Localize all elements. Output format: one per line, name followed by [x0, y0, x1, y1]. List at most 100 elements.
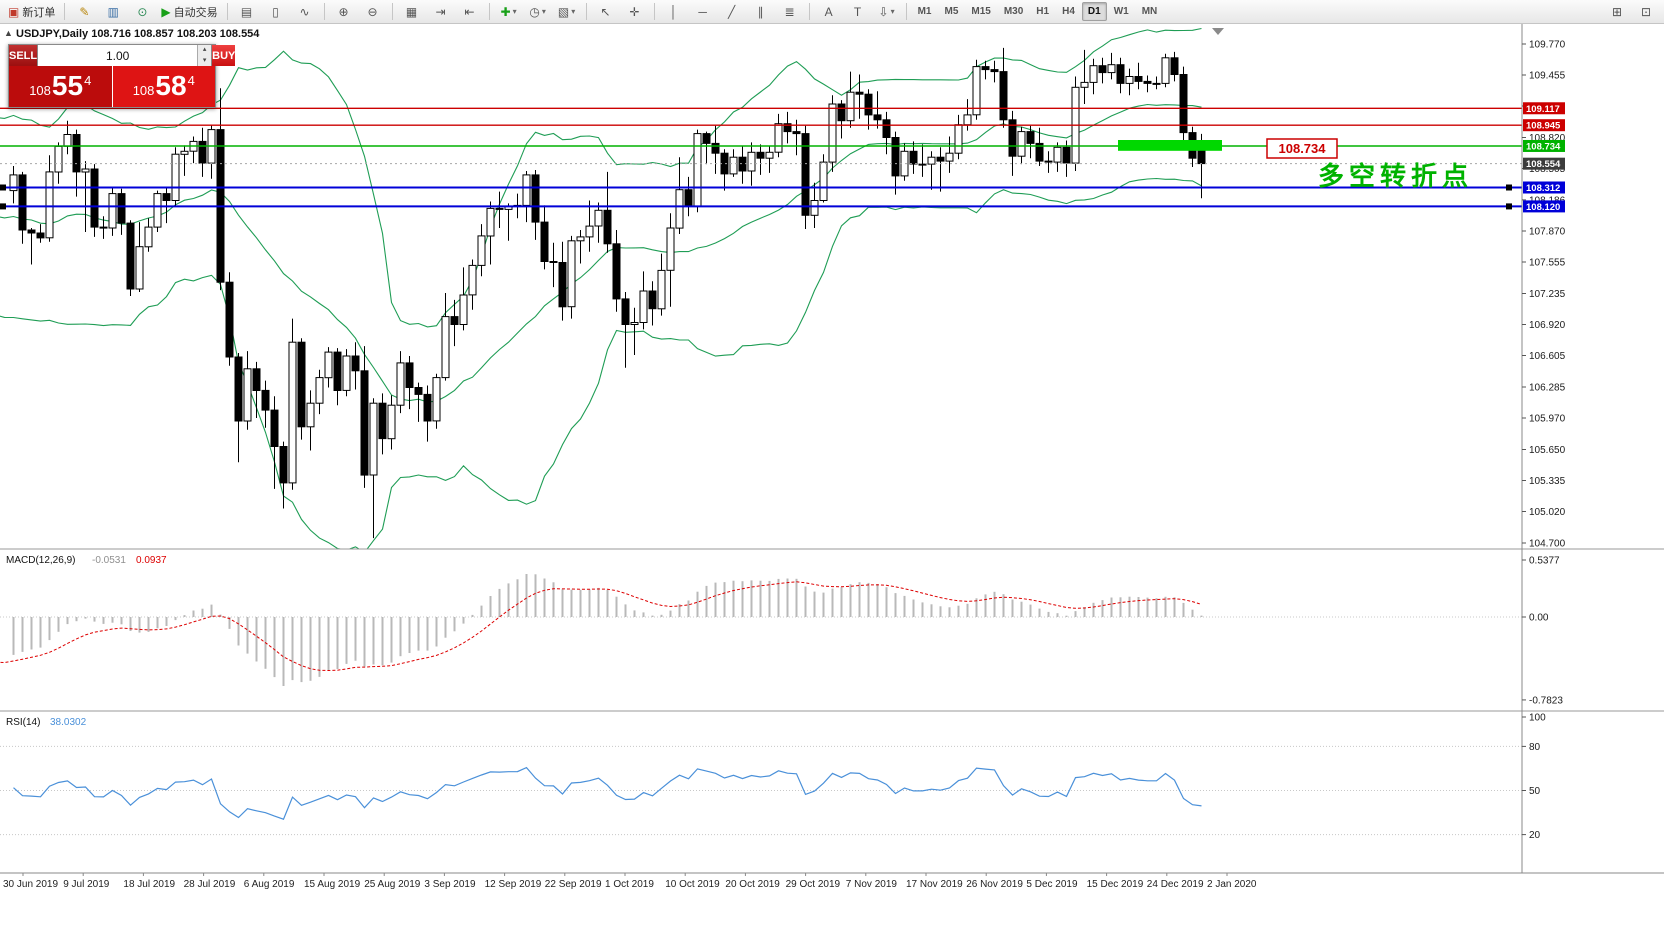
arrows-icon: ⇩ [878, 4, 889, 19]
periods-button[interactable]: ◷ ▾ [524, 1, 552, 23]
time-axis-label: 24 Dec 2019 [1147, 879, 1204, 890]
equidistant-channel-button[interactable]: ∥ [747, 1, 775, 23]
price-tick-label: 107.870 [1529, 226, 1566, 237]
chart-candles-icon: ▯ [272, 4, 279, 19]
timeframe-h4[interactable]: H4 [1062, 6, 1075, 17]
buy-button[interactable]: BUY [212, 45, 236, 66]
bid-price-point: 4 [84, 73, 92, 88]
sell-button[interactable]: SELL [9, 45, 38, 66]
data-window-button[interactable]: ▥ [99, 1, 127, 23]
ask-price-pips: 58 [155, 70, 187, 101]
templates-button[interactable]: ▧ ▾ [553, 1, 581, 23]
chart-bars-button[interactable]: ▤ [233, 1, 261, 23]
text-label-icon: T [853, 4, 862, 19]
tile-windows-icon: ▦ [405, 4, 418, 19]
macd-histogram [12, 574, 1203, 686]
price-tick-label: 105.970 [1529, 413, 1566, 424]
market-watch-button[interactable]: ⊙ [128, 1, 156, 23]
chart-shift-button[interactable]: ⇤ [456, 1, 484, 23]
chart-bars-icon: ▤ [240, 4, 253, 19]
rsi-panel: RSI(14) 38.0302 [0, 717, 1522, 836]
time-axis-label: 20 Oct 2019 [725, 879, 780, 890]
equidistant-channel-icon: ∥ [757, 4, 764, 19]
macd-axis-label: 0.5377 [1529, 556, 1560, 567]
fibonacci-button[interactable]: ≣ [776, 1, 804, 23]
highlight-rectangle[interactable] [1118, 140, 1222, 151]
price-tick-label: 109.455 [1529, 71, 1566, 82]
zoom-in-button[interactable]: ⊕ [330, 1, 358, 23]
timeframe-mn[interactable]: MN [1141, 6, 1158, 17]
volume-down-button[interactable]: ▾ [198, 55, 212, 66]
vertical-line-button[interactable]: │ [660, 1, 688, 23]
line-handle [0, 184, 6, 191]
time-axis-label: 10 Oct 2019 [665, 879, 720, 890]
volume-up-button[interactable]: ▴ [198, 45, 212, 56]
turning-point-annotation[interactable]: 多空转折点 [1318, 161, 1473, 191]
price-axis[interactable]: 109.770109.455109.140108.820108.505108.1… [1522, 40, 1566, 550]
chart-canvas[interactable]: ▲ USDJPY,Daily 108.716 108.857 108.203 10… [0, 24, 1664, 895]
cursor-button[interactable]: ↖ [592, 1, 620, 23]
time-axis-label: 30 Jun 2019 [3, 879, 58, 890]
time-axis-label: 12 Sep 2019 [485, 879, 542, 890]
chart-candles-button[interactable]: ▯ [262, 1, 290, 23]
zoom-out-button[interactable]: ⊖ [359, 1, 387, 23]
timeframe-w1[interactable]: W1 [1113, 6, 1129, 17]
chart-line-button[interactable]: ∿ [291, 1, 319, 23]
autotrading-button[interactable]: ▶ 自动交易 [157, 1, 221, 23]
rsi-axis-label: 50 [1529, 786, 1541, 797]
time-axis-label: 1 Oct 2019 [605, 879, 654, 890]
price-annotation-box[interactable] [1266, 138, 1338, 159]
ask-price-display[interactable]: 108 58 4 [112, 66, 215, 107]
timeframe-m15[interactable]: M15 [971, 6, 991, 17]
ask-price-point: 4 [187, 73, 195, 88]
time-axis-label: 3 Sep 2019 [424, 879, 476, 890]
chart-line-icon: ∿ [299, 4, 310, 19]
zoom-in-icon: ⊕ [338, 4, 349, 19]
auto-scroll-button[interactable]: ⇥ [427, 1, 455, 23]
crosshair-button[interactable]: ✛ [621, 1, 649, 23]
price-tick-label: 105.335 [1529, 476, 1566, 487]
price-tick-label: 105.020 [1529, 507, 1566, 518]
macd-label: MACD(12,26,9) [6, 555, 75, 566]
horizontal-line-button[interactable]: ─ [689, 1, 717, 23]
bid-price-display[interactable]: 108 55 4 [9, 66, 112, 107]
trendline-button[interactable]: ╱ [718, 1, 746, 23]
toolbar-separator [905, 3, 907, 20]
line-price-label [1523, 119, 1565, 132]
volume-input[interactable] [38, 45, 198, 66]
fullscreen-button[interactable]: ⊡ [1632, 1, 1660, 23]
time-axis-label: 15 Aug 2019 [304, 879, 361, 890]
line-price-label-text: 108.945 [1526, 121, 1561, 132]
line-handle [1506, 184, 1512, 191]
line-price-label [1523, 200, 1565, 213]
timeframe-m5[interactable]: M5 [944, 6, 959, 17]
caret-down-icon: ▾ [541, 7, 546, 16]
print-button[interactable]: ⊞ [1603, 1, 1631, 23]
fibonacci-icon: ≣ [784, 4, 795, 19]
time-axis[interactable]: 30 Jun 2019 9 Jul 2019 18 Jul 2019 28 Jul 2… [3, 873, 1257, 890]
caret-down-icon: ▾ [890, 7, 895, 16]
crosshair-icon: ✛ [629, 4, 640, 19]
toolbar-separator [585, 3, 587, 20]
time-axis-label: 15 Dec 2019 [1087, 879, 1144, 890]
rsi-value: 38.0302 [50, 717, 87, 728]
trendline-icon: ╱ [727, 4, 736, 19]
timeframe-d1[interactable]: D1 [1081, 2, 1107, 21]
timeframe-h1[interactable]: H1 [1036, 6, 1050, 17]
one-click-panel-toggle[interactable]: ▲ [4, 28, 13, 38]
time-axis-label: 9 Jul 2019 [63, 879, 110, 890]
tile-windows-button[interactable]: ▦ [398, 1, 426, 23]
indicators-button[interactable]: ✚ ▾ [495, 1, 523, 23]
bid-price-integer: 108 [29, 83, 51, 98]
arrows-button[interactable]: ⇩ ▾ [873, 1, 901, 23]
new-order-button[interactable]: ▣ 新订单 [4, 1, 59, 23]
text-label-button[interactable]: T [844, 1, 872, 23]
time-axis-label: 22 Sep 2019 [545, 879, 602, 890]
timeframe-m1[interactable]: M1 [917, 6, 932, 17]
time-axis-label: 28 Jul 2019 [184, 879, 236, 890]
print-icon: ⊞ [1611, 4, 1623, 19]
metaeditor-button[interactable]: ✎ [70, 1, 98, 23]
toolbar-separator [226, 3, 228, 20]
timeframe-m30[interactable]: M30 [1003, 6, 1024, 17]
text-button[interactable]: A [815, 1, 843, 23]
